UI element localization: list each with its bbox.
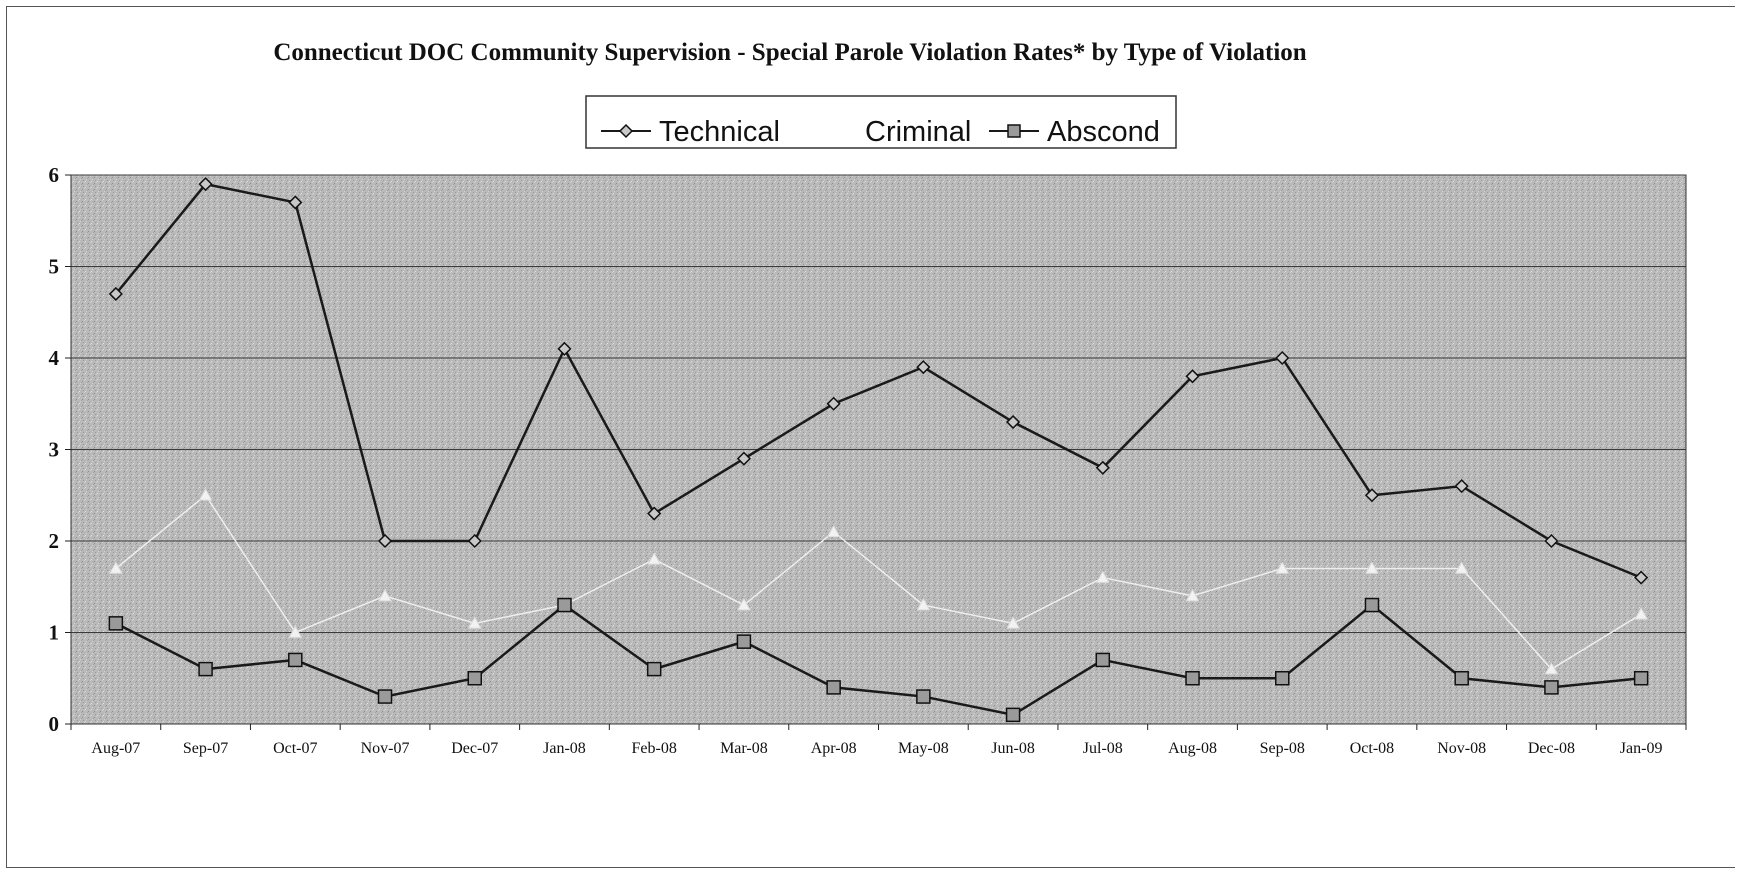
x-tick-label: Oct-07 bbox=[273, 740, 317, 757]
legend-label-criminal: Criminal bbox=[865, 116, 971, 148]
gridlines bbox=[71, 174, 1686, 633]
data-point-technical bbox=[736, 451, 751, 466]
chart-frame: Connecticut DOC Community Supervision - … bbox=[6, 6, 1735, 868]
data-point-abscond bbox=[288, 652, 303, 668]
data-point-criminal bbox=[198, 488, 213, 501]
data-point-technical bbox=[1634, 570, 1649, 585]
data-point-abscond bbox=[646, 661, 662, 677]
series-line-abscond bbox=[115, 603, 1642, 717]
y-tick-label: 6 bbox=[49, 163, 60, 187]
x-tick-label: Aug-08 bbox=[1168, 740, 1217, 757]
series-layer bbox=[108, 177, 1649, 723]
y-tick-label: 0 bbox=[49, 712, 60, 736]
legend: Technical Criminal Abscond bbox=[585, 95, 1177, 149]
x-tick-label: Sep-07 bbox=[183, 740, 228, 757]
legend-box bbox=[585, 95, 1177, 149]
data-point-criminal bbox=[826, 524, 841, 538]
y-tick-label: 3 bbox=[49, 438, 60, 462]
x-tick-label: May-08 bbox=[898, 740, 949, 757]
x-tick-label: Apr-08 bbox=[811, 740, 857, 757]
x-axis: Aug-07 Sep-07 Oct-07 Nov-07 Dec-07 Jan-08 Feb-… bbox=[70, 724, 1687, 757]
legend-marker-technical bbox=[618, 123, 634, 139]
data-point-technical bbox=[1364, 488, 1380, 503]
data-point-criminal bbox=[1275, 561, 1290, 574]
data-point-criminal bbox=[288, 625, 303, 638]
x-tick-label: Oct-08 bbox=[1350, 740, 1394, 757]
series-line-criminal bbox=[115, 494, 1642, 671]
data-point-abscond bbox=[1544, 680, 1559, 695]
series-line-technical bbox=[114, 182, 1642, 579]
data-point-abscond bbox=[557, 597, 572, 613]
x-tick-label: Dec-07 bbox=[451, 740, 498, 757]
data-point-criminal bbox=[1634, 607, 1648, 620]
series-abscond bbox=[108, 597, 1649, 723]
data-point-technical bbox=[108, 286, 123, 302]
y-tick-label: 1 bbox=[49, 621, 60, 645]
data-point-abscond bbox=[377, 689, 393, 704]
data-point-criminal bbox=[378, 588, 392, 602]
x-tick-label: Sep-08 bbox=[1260, 740, 1305, 757]
data-point-technical bbox=[1275, 350, 1290, 366]
data-point-abscond bbox=[1275, 671, 1290, 686]
data-point-abscond bbox=[1185, 671, 1200, 686]
y-tick-label: 4 bbox=[49, 346, 60, 370]
data-point-criminal bbox=[109, 561, 123, 574]
x-tick-label: Aug-07 bbox=[91, 740, 140, 757]
legend-label-technical: Technical bbox=[659, 116, 780, 148]
series-technical bbox=[108, 177, 1649, 585]
data-point-abscond bbox=[1095, 652, 1111, 668]
x-tick-label: Jun-08 bbox=[991, 740, 1035, 757]
data-point-abscond bbox=[1364, 597, 1380, 613]
data-point-technical bbox=[1185, 369, 1200, 384]
data-point-abscond bbox=[198, 661, 213, 677]
data-point-technical bbox=[557, 341, 572, 356]
x-tick-label: Feb-08 bbox=[632, 740, 677, 757]
data-point-technical bbox=[1095, 460, 1110, 475]
data-point-technical bbox=[826, 396, 841, 411]
chart-title: Connecticut DOC Community Supervision - … bbox=[273, 39, 1306, 66]
data-point-abscond bbox=[826, 680, 841, 695]
data-point-technical bbox=[198, 177, 213, 192]
x-tick-label: Jul-08 bbox=[1083, 740, 1123, 757]
data-point-technical bbox=[916, 360, 931, 375]
x-tick-label: Mar-08 bbox=[720, 740, 768, 757]
data-point-criminal bbox=[647, 552, 662, 565]
data-point-technical bbox=[1544, 533, 1559, 549]
data-point-abscond bbox=[736, 634, 752, 649]
data-point-abscond bbox=[108, 616, 124, 631]
y-axis: 0 1 2 3 4 5 6 bbox=[49, 163, 71, 736]
y-tick-label: 5 bbox=[49, 255, 60, 279]
legend-label-abscond: Abscond bbox=[1047, 116, 1160, 148]
series-criminal bbox=[109, 488, 1648, 675]
line-chart: Connecticut DOC Community Supervision - … bbox=[49, 39, 1687, 757]
data-point-criminal bbox=[1365, 561, 1379, 574]
data-point-technical bbox=[467, 533, 482, 549]
data-point-abscond bbox=[916, 689, 931, 704]
data-point-technical bbox=[1454, 479, 1469, 494]
data-point-criminal bbox=[1454, 561, 1469, 574]
data-point-technical bbox=[377, 533, 393, 549]
data-point-abscond bbox=[467, 671, 482, 686]
data-point-criminal bbox=[467, 616, 482, 629]
x-tick-label: Nov-07 bbox=[361, 740, 410, 757]
data-point-abscond bbox=[1005, 707, 1021, 723]
data-point-criminal bbox=[916, 598, 931, 611]
data-point-abscond bbox=[1454, 671, 1469, 686]
data-point-criminal bbox=[1544, 662, 1559, 675]
legend-marker-abscond bbox=[1007, 124, 1021, 138]
x-tick-label: Dec-08 bbox=[1528, 740, 1575, 757]
x-tick-label: Jan-09 bbox=[1620, 740, 1663, 757]
data-point-abscond bbox=[1633, 671, 1649, 686]
x-tick-label: Jan-08 bbox=[543, 740, 586, 757]
data-point-technical bbox=[288, 195, 303, 210]
data-point-criminal bbox=[1185, 588, 1200, 602]
data-point-technical bbox=[1006, 414, 1021, 430]
data-point-technical bbox=[647, 506, 662, 521]
data-point-criminal bbox=[1006, 616, 1020, 629]
x-tick-label: Nov-08 bbox=[1437, 740, 1486, 757]
y-tick-label: 2 bbox=[49, 529, 60, 553]
data-point-criminal bbox=[737, 598, 751, 611]
data-point-criminal bbox=[1095, 570, 1110, 583]
